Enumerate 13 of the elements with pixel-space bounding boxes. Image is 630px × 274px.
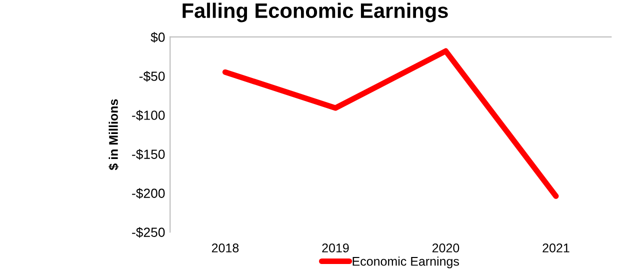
x-tick-label: 2019 (322, 244, 349, 252)
y-axis-title: $ in Millions (108, 99, 119, 170)
y-tick-label: -$250 (132, 227, 165, 238)
y-tick-label: -$100 (132, 110, 165, 121)
chart-title: Falling Economic Earnings (182, 2, 448, 22)
x-tick-label: 2021 (542, 244, 570, 252)
x-tick-label: 2018 (212, 244, 239, 252)
y-tick-label: -$50 (139, 71, 165, 82)
y-tick-label: -$150 (132, 149, 165, 160)
legend-label: Economic Earnings (352, 256, 459, 268)
x-tick-label: 2020 (432, 244, 460, 252)
y-tick-label: $0 (150, 32, 165, 43)
y-tick-label: -$200 (132, 188, 165, 199)
